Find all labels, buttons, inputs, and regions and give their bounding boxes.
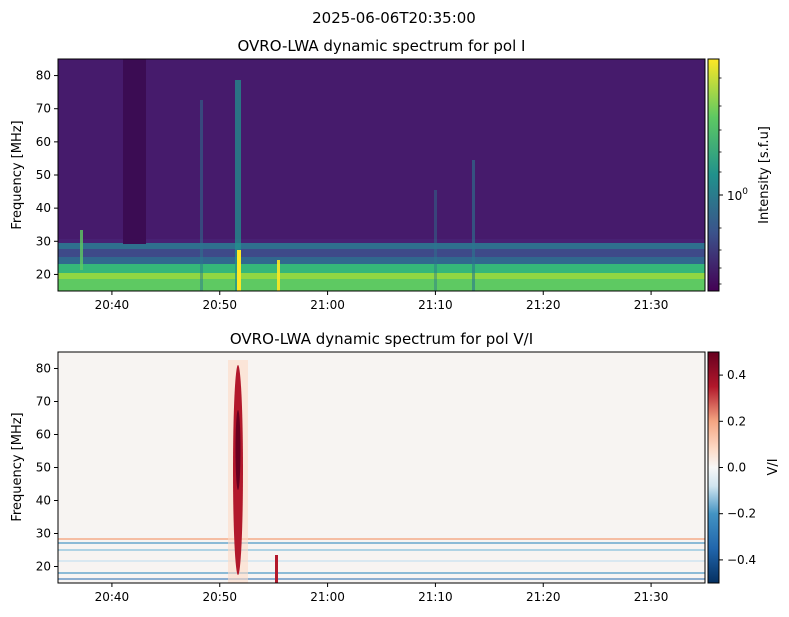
y-tick-label: 80 (36, 69, 51, 83)
y-tick-label: 60 (36, 428, 51, 442)
x-tick-label: 20:40 (95, 298, 130, 312)
panel-i-band-19mhz (58, 273, 705, 279)
panel-vi-band-25mhz (58, 549, 705, 551)
colorbar-tick-label: 0.2 (727, 414, 746, 428)
y-tick-label: 70 (36, 102, 51, 116)
panel-i-colorbar-label: Intensity [s.f.u] (757, 126, 772, 224)
panel-i-y-ticks: 20 30 40 50 60 70 80 (36, 69, 58, 281)
x-tick-label: 20:40 (95, 590, 130, 604)
x-tick-label: 21:20 (526, 298, 561, 312)
panel-i-band-21mhz (58, 264, 705, 273)
panel-i-colorbar: 100 Intensity [s.f.u] (707, 58, 772, 292)
panel-i-burst-main (235, 80, 241, 291)
x-tick-label: 21:30 (634, 298, 669, 312)
panel-i-band-28mhz (58, 243, 705, 249)
x-tick-label: 20:50 (202, 590, 237, 604)
y-tick-label: 50 (36, 168, 51, 182)
panel-vi-band-16mhz (58, 578, 705, 580)
panel-i-colorbar-scale (707, 58, 720, 292)
y-tick-label: 80 (36, 362, 51, 376)
y-tick-label: 30 (36, 234, 51, 248)
panel-vi-burst-core (235, 410, 241, 490)
panel-i-plot-area (58, 59, 705, 291)
panel-i-band-24mhz (58, 257, 705, 264)
panel-vi-band-28mhz (58, 538, 705, 540)
figure-suptitle: 2025-06-06T20:35:00 (312, 9, 476, 27)
y-tick-label: 20 (36, 267, 51, 281)
panel-i-colorbar-tick-label: 100 (727, 187, 748, 203)
panel-i-burst-main-core (237, 250, 241, 291)
y-tick-label: 50 (36, 461, 51, 475)
panel-i-band-upper (58, 59, 705, 239)
cb-tick-exponent: 0 (742, 187, 748, 197)
x-tick-label: 21:00 (310, 298, 345, 312)
colorbar-tick-label: 0.4 (727, 368, 746, 382)
x-tick-label: 21:00 (310, 590, 345, 604)
panel-vi-band-27mhz (58, 542, 705, 544)
panel-pol-vi: OVRO-LWA dynamic spectrum for pol V/I 20… (10, 330, 781, 604)
x-tick-label: 21:10 (418, 298, 453, 312)
panel-i-colorbar-ticks (719, 77, 722, 285)
cb-tick-base: 10 (727, 189, 742, 203)
panel-vi-colorbar-ticks: 0.4 0.2 0.0 −0.2 −0.4 (719, 368, 756, 567)
y-tick-label: 40 (36, 494, 51, 508)
panel-vi-colorbar-label: V/I (766, 458, 781, 475)
panel-i-title: OVRO-LWA dynamic spectrum for pol I (238, 37, 526, 55)
panel-vi-background (58, 352, 705, 583)
panel-pol-i: OVRO-LWA dynamic spectrum for pol I 20 30… (10, 37, 772, 312)
panel-vi-colorbar-scale (707, 351, 720, 584)
y-tick-label: 40 (36, 201, 51, 215)
panel-i-burst-e (277, 260, 280, 291)
panel-vi-ylabel: Frequency [MHz] (10, 412, 25, 521)
panel-vi-burst-minor (275, 555, 278, 583)
panel-vi-band-18mhz (58, 572, 705, 574)
y-tick-label: 20 (36, 560, 51, 574)
y-tick-label: 70 (36, 395, 51, 409)
y-tick-label: 30 (36, 527, 51, 541)
x-tick-label: 21:20 (526, 590, 561, 604)
panel-i-band-17mhz (58, 279, 705, 291)
panel-vi-title: OVRO-LWA dynamic spectrum for pol V/I (230, 330, 533, 348)
panel-i-x-ticks: 20:40 20:50 21:00 21:10 21:20 21:30 (95, 291, 669, 312)
panel-i-burst-c (472, 160, 475, 291)
panel-i-gap (123, 59, 146, 244)
panel-i-band-26mhz (58, 249, 705, 257)
x-tick-label: 20:50 (202, 298, 237, 312)
panel-i-burst-d (434, 190, 437, 291)
panel-vi-x-ticks: 20:40 20:50 21:00 21:10 21:20 21:30 (95, 583, 669, 604)
panel-i-ylabel: Frequency [MHz] (10, 120, 25, 229)
panel-vi-plot-area (58, 352, 705, 583)
x-tick-label: 21:10 (418, 590, 453, 604)
x-tick-label: 21:30 (634, 590, 669, 604)
panel-vi-colorbar: 0.4 0.2 0.0 −0.2 −0.4 V/I (707, 351, 781, 584)
colorbar-tick-label: 0.0 (727, 461, 746, 475)
colorbar-tick-label: −0.2 (727, 507, 756, 521)
panel-vi-y-ticks: 20 30 40 50 60 70 80 (36, 362, 58, 574)
y-tick-label: 60 (36, 135, 51, 149)
panel-vi-band-22mhz (58, 560, 705, 562)
panel-i-burst-a (200, 100, 203, 291)
panel-i-burst-b (80, 230, 83, 270)
colorbar-tick-label: −0.4 (727, 553, 756, 567)
